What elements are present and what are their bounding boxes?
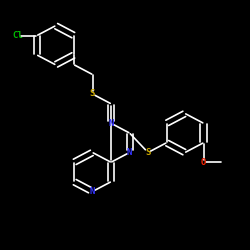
Text: S: S <box>90 90 95 98</box>
Text: N: N <box>90 187 95 196</box>
Text: O: O <box>201 158 206 167</box>
Text: N: N <box>127 148 132 157</box>
Text: Cl: Cl <box>12 31 24 40</box>
Text: N: N <box>108 119 114 128</box>
Text: S: S <box>145 148 151 157</box>
